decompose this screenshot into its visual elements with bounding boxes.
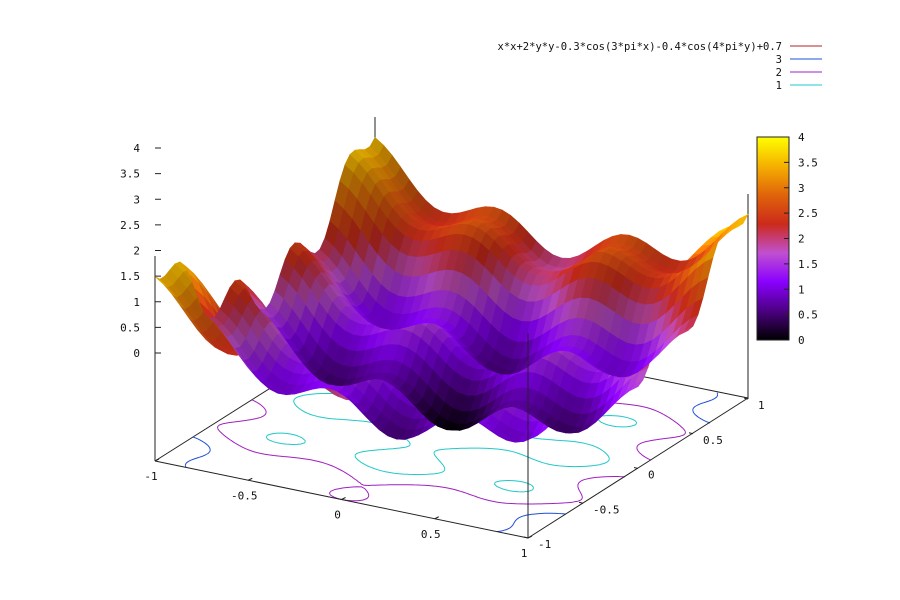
z-tick-label: 2 (133, 245, 140, 258)
legend-label: 3 (776, 54, 782, 66)
x-tick-mark (248, 477, 253, 481)
x-tick-mark (154, 458, 160, 462)
y-tick-label: 0 (648, 469, 655, 482)
x-tick-label: 1 (521, 547, 528, 560)
z-tick-label: 3.5 (120, 168, 140, 181)
legend-label: 2 (776, 67, 782, 79)
colorbar-tick-label: 0.5 (798, 309, 818, 322)
z-tick-label: 1 (133, 296, 140, 309)
x-tick-label: 0 (334, 509, 341, 522)
y-tick-mark (688, 432, 694, 435)
z-tick-label: 1.5 (120, 270, 140, 283)
y-tick-label: -0.5 (593, 503, 620, 516)
colorbar-tick-label: 1.5 (798, 258, 818, 271)
colorbar-tick-label: 2 (798, 233, 805, 246)
y-tick-label: 0.5 (703, 434, 723, 447)
colorbar: 0 0.5 1 1.5 2 2.5 3 3.5 4 (756, 131, 818, 347)
z-tick-label: 3 (133, 193, 140, 206)
x-tick-label: -0.5 (231, 489, 258, 502)
legend-label: x*x+2*y*y-0.3*cos(3*pi*x)-0.4*cos(4*pi*y… (498, 41, 782, 53)
y-tick-mark (633, 467, 639, 469)
y-tick-mark (578, 501, 584, 504)
x-tick-mark (341, 497, 346, 500)
colorbar-tick-label: 1 (798, 283, 805, 296)
colorbar-tick-label: 0 (798, 334, 805, 347)
colorbar-tick-label: 3.5 (798, 156, 818, 169)
colorbar-gradient (756, 136, 790, 341)
z-tick-label: 2.5 (120, 219, 140, 232)
x-tick-mark (527, 535, 533, 539)
legend-label: 1 (776, 80, 782, 92)
legend: x*x+2*y*y-0.3*cos(3*pi*x)-0.4*cos(4*pi*y… (498, 41, 822, 92)
y-tick-label: -1 (538, 538, 551, 551)
colorbar-tick-label: 2.5 (798, 207, 818, 220)
x-tick-label: -1 (144, 470, 157, 483)
y-tick-mark (743, 397, 749, 400)
surface-facet (369, 137, 384, 155)
y-tick-label: 1 (758, 399, 765, 412)
colorbar-tick-label: 3 (798, 182, 805, 195)
y-tick-mark (523, 536, 529, 539)
surface-mesh (154, 137, 749, 443)
x-tick-mark (434, 516, 439, 520)
z-tick-label: 0.5 (120, 321, 140, 334)
z-tick-label: 0 (133, 347, 140, 360)
axis-ticks: -1 -0.5 0 0.5 1 -1 -0.5 0 0.5 1 0 0.5 1 1.5 2 2.5 3 3.5 4 (120, 142, 765, 560)
x-tick-label: 0.5 (421, 528, 441, 541)
colorbar-tick-label: 4 (798, 131, 805, 144)
z-tick-label: 4 (133, 142, 140, 155)
